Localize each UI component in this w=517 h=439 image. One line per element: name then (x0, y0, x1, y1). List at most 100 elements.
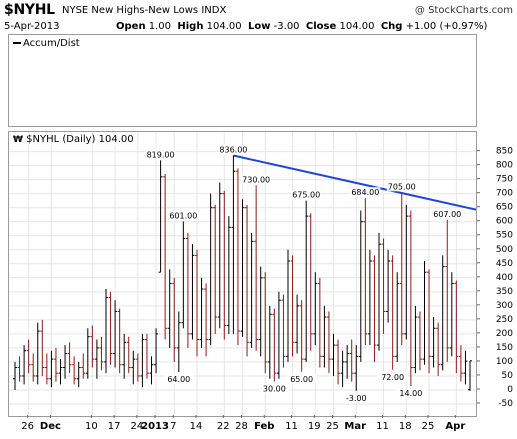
annotation-label: -3.00 (346, 394, 367, 403)
ohlc-bar (309, 213, 313, 350)
y-tick-label: 100 (496, 357, 513, 367)
ohlc-bar (359, 211, 363, 362)
ohlc-bar (177, 311, 181, 372)
x-tick-label: 2013 (141, 421, 169, 432)
ohlc-bar (68, 342, 72, 373)
y-tick-label: 350 (496, 287, 513, 297)
chg-value: +1.00 (+0.97%) (406, 21, 488, 32)
ohlc-bar (231, 156, 235, 334)
ohlc-bar (59, 359, 63, 384)
x-tick-label: 25 (326, 421, 339, 432)
x-tick-label: 7 (170, 421, 176, 432)
ohlc-bar (95, 340, 99, 379)
annotation-label: 819.00 (147, 150, 175, 159)
ohlc-bar (318, 278, 322, 368)
ohlc-chart: 819.00 601.00 64.00 836.00 730.00 30.00 675.00… (9, 132, 476, 416)
ohlc-bar (27, 340, 31, 374)
ohlc-bar (372, 255, 376, 362)
copyright: @ StockCharts.com (415, 5, 513, 16)
x-tick-label: 19 (308, 421, 321, 432)
x-tick-label: Apr (445, 421, 465, 432)
y-tick-label: 500 (496, 245, 513, 255)
x-tick-label: 11 (285, 421, 298, 432)
y-tick-label: 750 (496, 175, 513, 185)
annotation-label: 675.00 (292, 191, 320, 200)
y-axis: -50 0 50 100 150 200 250 300 350 400 450 500 550 600 6… (477, 131, 515, 431)
low-label: Low (248, 21, 270, 32)
close-value: 104.00 (339, 21, 374, 32)
x-tick-label: 28 (235, 421, 248, 432)
ohlc-bar (145, 334, 149, 379)
value-annotations: 819.00601.0064.00836.00730.0030.00675.00… (146, 145, 463, 403)
annotation-label: 684.00 (351, 188, 379, 197)
exchange-text: INDX (201, 5, 226, 16)
annotation-label: 730.00 (242, 175, 270, 184)
y-tick-label: 650 (496, 203, 513, 213)
accum-dist-legend: Accum/Dist (13, 38, 80, 49)
ohlc-bar (304, 201, 308, 362)
chart-style-icon: ₩ (13, 135, 23, 145)
ohlc-bar (400, 192, 404, 345)
y-tick-label: 600 (496, 217, 513, 227)
x-tick-label: Feb (254, 421, 274, 432)
ohlc-bar (213, 205, 217, 334)
y-tick-label: 200 (496, 329, 513, 339)
ohlc-bar (404, 205, 408, 340)
ohlc-bar (54, 348, 58, 382)
ohlc-bar (341, 351, 345, 387)
ohlc-bar (441, 255, 445, 370)
annotation-label: 72.00 (381, 373, 404, 382)
ohlc-bar (395, 272, 399, 362)
ohlc-bar (22, 345, 26, 384)
ohlc-bar (454, 281, 458, 374)
ohlc-bar (118, 309, 122, 374)
ohlc-bar (295, 295, 299, 354)
ohlc-bar (163, 174, 167, 339)
ohlc-bar (18, 356, 22, 381)
price-legend-label: $NYHL (Daily) 104.00 (26, 134, 134, 145)
ohlc-bar (268, 306, 272, 379)
open-label: Open (116, 21, 146, 32)
y-tick-label: 450 (496, 259, 513, 269)
ohlc-bar (109, 292, 113, 365)
ohlc-bar (227, 216, 231, 334)
ohlc-bar (386, 250, 390, 323)
ohlc-bar (140, 334, 144, 387)
symbol-description: NYSE New Highs-New Lows INDX (62, 5, 226, 16)
ohlc-bar (81, 354, 85, 379)
ohlc-bar (300, 300, 304, 372)
y-tick-label: 250 (496, 315, 513, 325)
x-axis: 26 Dec 10 17 242013 7 14 22 28 Feb 11 19 25 Mar 11 18 25… (8, 415, 478, 437)
annotation-label: 14.00 (399, 389, 422, 398)
ohlc-bar (241, 199, 245, 336)
ohlc-bar (259, 267, 263, 357)
ohlc-bar (436, 323, 440, 376)
y-tick-label: 400 (496, 273, 513, 283)
annotation-label: 601.00 (169, 211, 197, 220)
annotation-label: 65.00 (290, 375, 313, 384)
annotation-label: 30.00 (263, 385, 286, 394)
ohlc-bar (154, 328, 158, 373)
price-legend: ₩ $NYHL (Daily) 104.00 (13, 134, 136, 145)
ohlc-bar (131, 351, 135, 385)
ohlc-bar (86, 328, 90, 378)
y-tick-label: 850 (496, 147, 513, 157)
ohlc-bar (222, 191, 226, 340)
ohlc-bar (122, 334, 126, 379)
ohlc-bar (36, 323, 40, 385)
ohlc-bar (327, 311, 331, 373)
accum-dist-label: Accum/Dist (23, 38, 80, 49)
ohlc-bar (136, 354, 140, 382)
high-label: High (177, 21, 203, 32)
x-tick-label: 26 (21, 421, 34, 432)
ohlc-bar (159, 160, 163, 272)
ohlc-bar (45, 354, 49, 385)
ohlc-bar (450, 272, 454, 356)
accum-dist-panel[interactable]: Accum/Dist (8, 34, 477, 127)
x-tick-label: 18 (399, 421, 412, 432)
ohlc-bar (427, 269, 431, 373)
legend-line-icon (13, 42, 21, 44)
y-tick-label: 0 (507, 385, 513, 395)
ohlc-bar (463, 351, 467, 385)
price-panel[interactable]: 819.00 601.00 64.00 836.00 730.00 30.00 675.00… (8, 131, 477, 417)
